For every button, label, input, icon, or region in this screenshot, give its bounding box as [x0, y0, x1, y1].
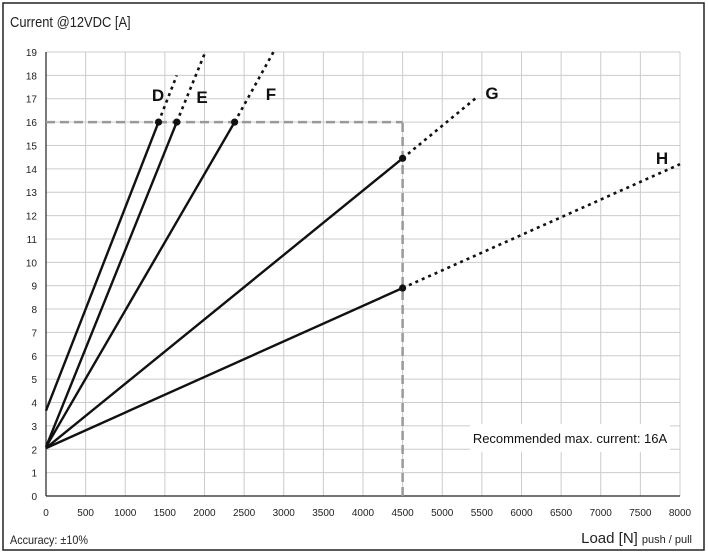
series-extension-H	[402, 162, 681, 290]
annotation-text: Recommended max. current: 16A	[473, 431, 668, 446]
y-tick-label: 15	[26, 141, 38, 152]
chart-title: Current @12VDC [A]	[10, 14, 131, 31]
y-tick-label: 19	[26, 48, 38, 59]
series-line-D	[44, 121, 160, 412]
y-tick-label: 13	[26, 188, 38, 199]
y-tick-label: 0	[31, 492, 37, 503]
series-label-D: D	[152, 86, 164, 105]
series-line-H	[45, 286, 404, 450]
y-tick-label: 17	[26, 95, 38, 106]
series-point-F	[231, 118, 239, 126]
series-label-F: F	[266, 85, 276, 104]
series-point-H	[399, 284, 407, 292]
y-tick-label: 10	[26, 258, 38, 269]
x-tick-label: 5000	[431, 508, 454, 519]
x-tick-label: 6000	[510, 508, 533, 519]
y-tick-label: 4	[31, 399, 37, 410]
y-tick-label: 6	[31, 352, 37, 363]
x-axis-label-main: Load [N]	[581, 530, 638, 547]
x-tick-label: 0	[43, 508, 49, 519]
y-tick-label: 7	[31, 328, 37, 339]
x-tick-label: 8000	[669, 508, 692, 519]
x-tick-label: 500	[77, 508, 94, 519]
x-tick-label: 5500	[471, 508, 494, 519]
y-tick-label: 12	[26, 212, 38, 223]
y-tick-label: 11	[27, 235, 38, 246]
x-tick-label: 6500	[550, 508, 573, 519]
x-tick-label: 4500	[392, 508, 415, 519]
x-tick-label: 7000	[590, 508, 613, 519]
x-tick-label: 1500	[154, 508, 177, 519]
accuracy-note: Accuracy: ±10%	[10, 533, 88, 547]
y-tick-label: 8	[31, 305, 37, 316]
x-tick-label: 3500	[312, 508, 335, 519]
series-label-E: E	[196, 88, 207, 107]
y-tick-label: 14	[26, 165, 38, 176]
annotation-box	[470, 424, 670, 452]
series-label-H: H	[656, 149, 668, 168]
x-tick-label: 7500	[629, 508, 652, 519]
series-line-E	[44, 121, 178, 448]
y-tick-label: 3	[31, 422, 37, 433]
y-tick-label: 1	[31, 469, 37, 480]
x-tick-label: 3000	[273, 508, 296, 519]
y-tick-label: 18	[26, 71, 38, 82]
x-tick-label: 2500	[233, 508, 256, 519]
series-extension-E	[175, 51, 207, 123]
y-tick-label: 2	[31, 445, 37, 456]
series-extension-G	[401, 95, 479, 160]
x-tick-label: 1000	[114, 508, 137, 519]
x-axis-label: Load [N] push / pull	[581, 530, 692, 548]
y-tick-label: 5	[31, 375, 37, 386]
series-label-G: G	[485, 84, 498, 103]
series-line-G	[45, 157, 404, 450]
series-point-G	[399, 154, 407, 162]
series-point-D	[154, 118, 163, 126]
x-tick-label: 2000	[193, 508, 216, 519]
y-tick-label: 9	[31, 282, 37, 293]
series-line-F	[44, 121, 236, 448]
x-tick-label: 4000	[352, 508, 375, 519]
y-tick-label: 16	[26, 118, 38, 129]
series-point-E	[173, 118, 181, 126]
x-axis-label-sub: push / pull	[641, 534, 692, 546]
series-extension-D	[157, 74, 178, 123]
